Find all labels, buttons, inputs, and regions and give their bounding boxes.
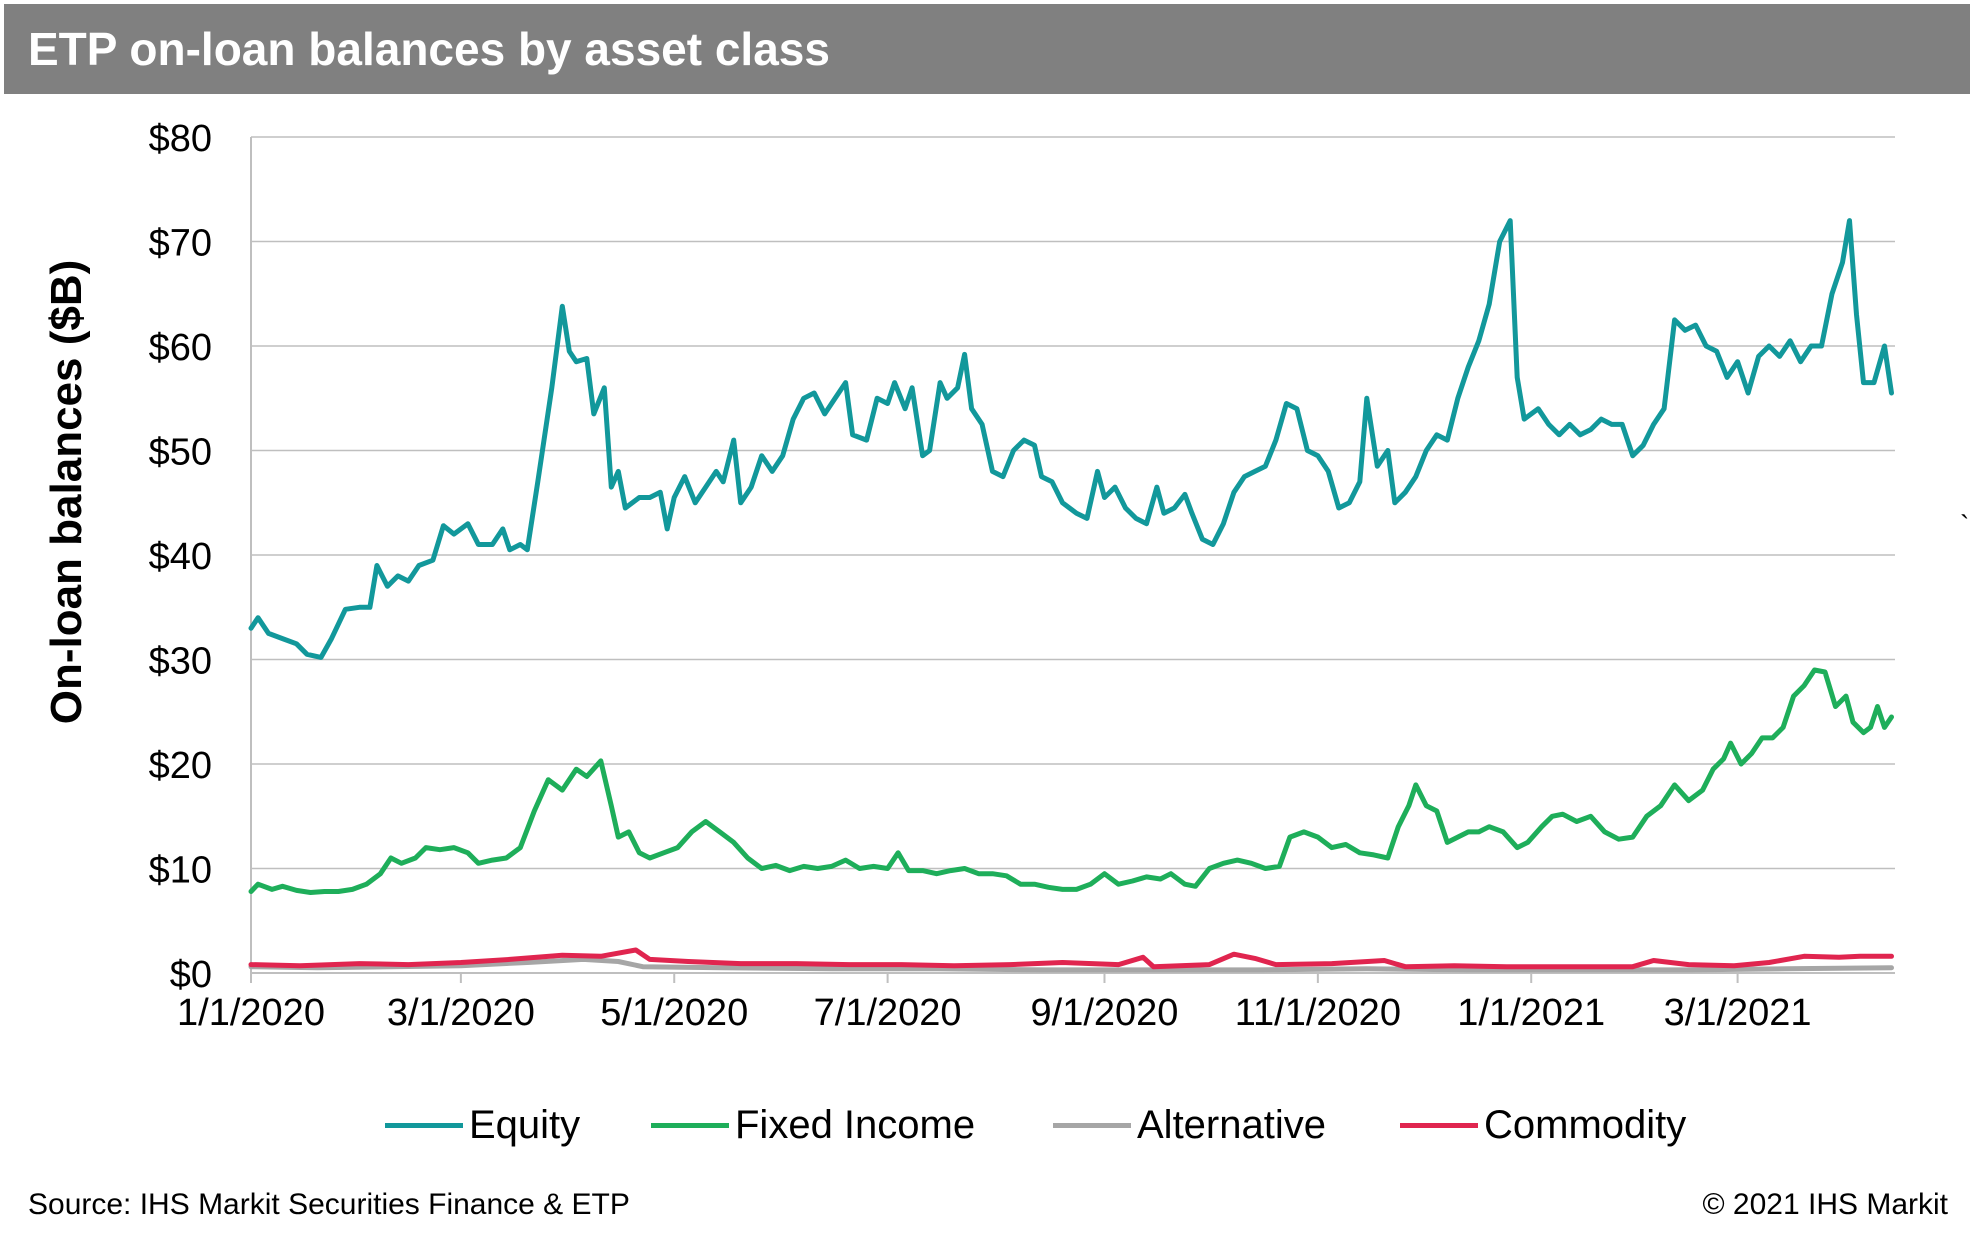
legend-item-fixed-income: Fixed Income [651, 1095, 975, 1155]
x-tick-label: 1/1/2020 [177, 992, 325, 1034]
y-tick-label: $30 [149, 641, 212, 683]
y-tick-label: $50 [149, 432, 212, 474]
series-line-fixed-income [248, 667, 1894, 895]
title-bar: ETP on-loan balances by asset class [4, 4, 1970, 94]
y-tick-label: $80 [149, 118, 212, 160]
y-tick-labels: $0 $10 $20 $30 $40 $50 $60 $70 $80 [149, 118, 212, 996]
legend-label-alternative: Alternative [1137, 1102, 1326, 1147]
legend-swatch-equity [385, 1122, 463, 1128]
y-tick-label: $40 [149, 536, 212, 578]
series-line-equity [248, 218, 1894, 660]
chart-title: ETP on-loan balances by asset class [28, 23, 830, 75]
series-lines [248, 218, 1894, 973]
stray-mark: ` [1960, 510, 1970, 541]
x-tick-label: 3/1/2021 [1664, 992, 1812, 1034]
legend-item-alternative: Alternative [1053, 1095, 1326, 1155]
legend-label-commodity: Commodity [1484, 1102, 1687, 1147]
gridlines [251, 136, 1895, 870]
x-tick-label: 11/1/2020 [1235, 992, 1401, 1034]
legend-item-commodity: Commodity [1400, 1095, 1686, 1155]
x-tick-label: 1/1/2021 [1457, 992, 1605, 1034]
legend-swatch-alternative [1053, 1122, 1131, 1128]
x-tick-label: 5/1/2020 [600, 992, 748, 1034]
copyright-note: © 2021 IHS Markit [1702, 1188, 1948, 1221]
legend-label-equity: Equity [469, 1102, 581, 1147]
legend-item-equity: Equity [385, 1095, 580, 1155]
legend-swatch-commodity [1400, 1122, 1478, 1128]
legend: Equity Fixed Income Alternative Commodit… [0, 1095, 1974, 1155]
y-tick-label: $60 [149, 327, 212, 369]
y-tick-label: $0 [170, 954, 212, 996]
source-note: Source: IHS Markit Securities Finance & … [28, 1188, 630, 1221]
legend-label-fixed-income: Fixed Income [735, 1102, 976, 1147]
y-tick-label: $20 [149, 745, 212, 787]
series-line-alternative [248, 956, 1894, 973]
y-tick-label: $70 [149, 223, 212, 265]
x-tick-labels: 1/1/2020 3/1/2020 5/1/2020 7/1/2020 9/1/2020… [177, 992, 1812, 1034]
axes [250, 137, 1895, 983]
legend-swatch-fixed-income [651, 1122, 729, 1128]
x-tick-label: 3/1/2020 [387, 992, 535, 1034]
x-tick-label: 7/1/2020 [814, 992, 962, 1034]
y-tick-label: $10 [149, 850, 212, 892]
series-line-commodity [248, 947, 1894, 970]
x-tick-label: 9/1/2020 [1031, 992, 1179, 1034]
